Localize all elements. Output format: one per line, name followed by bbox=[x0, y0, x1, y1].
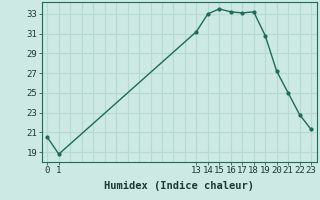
X-axis label: Humidex (Indice chaleur): Humidex (Indice chaleur) bbox=[104, 181, 254, 191]
